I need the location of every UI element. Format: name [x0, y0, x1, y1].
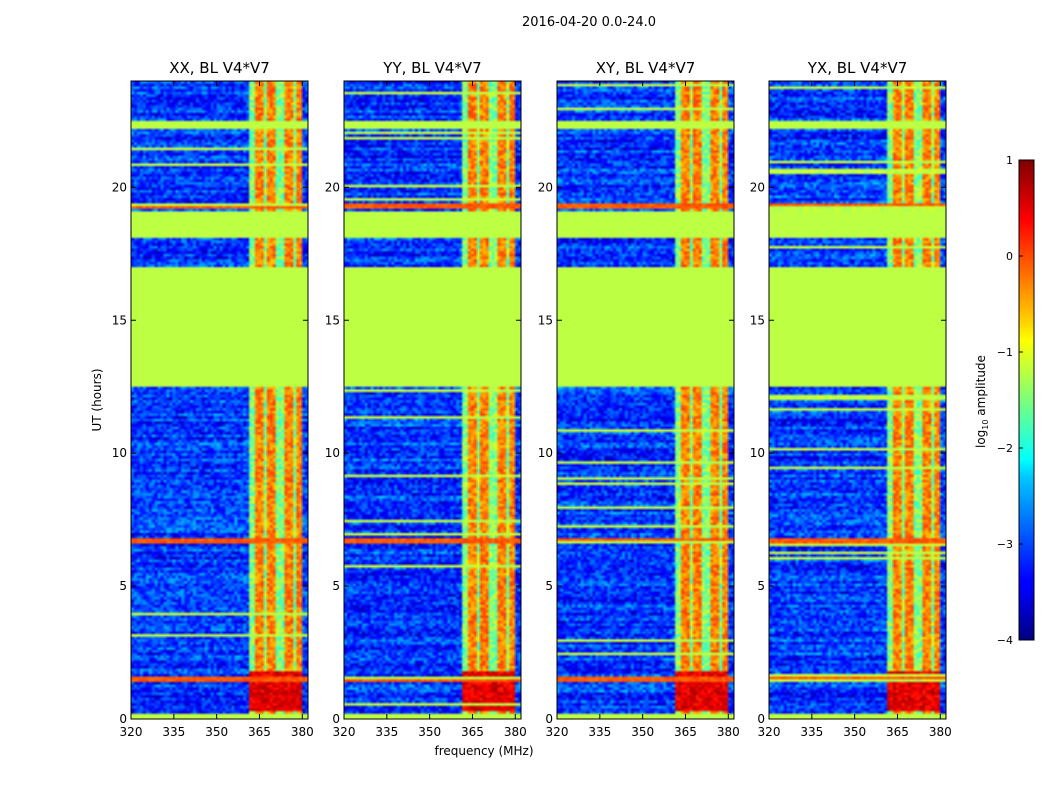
y-tick-label: 20 — [112, 180, 127, 194]
y-tick-label: 10 — [538, 446, 553, 460]
colorbar-ticks: 1 0 −1 −2 −3 −4 — [997, 154, 1023, 647]
colorbar-label-rest: amplitude — [974, 355, 988, 419]
heatmap-image — [131, 81, 308, 719]
x-tick-label: 320 — [758, 725, 781, 739]
colorbar: 10−1−2−3−4 log10 amplitude — [974, 154, 1035, 647]
colorbar-label-sub: 10 — [981, 420, 990, 430]
panel-1: XX, BL V4*V7 320 335 350 365 380 0 5 10 15 20 — [112, 59, 314, 739]
panel-title: YY, BL V4*V7 — [382, 59, 481, 77]
x-tick-label: 380 — [504, 725, 527, 739]
x-tick-label: 380 — [929, 725, 952, 739]
y-axis-label: UT (hours) — [90, 368, 104, 431]
x-tick-label: 320 — [546, 725, 569, 739]
panel-2: YY, BL V4*V7 320 335 350 365 380 0 5 10 15 20 — [325, 59, 527, 739]
x-tick-label: 365 — [674, 725, 697, 739]
x-tick-label: 350 — [418, 725, 441, 739]
y-tick-label: 15 — [538, 313, 553, 327]
y-tick-label: 20 — [325, 180, 340, 194]
colorbar-label: log10 amplitude — [974, 355, 990, 448]
y-tick-label: 15 — [112, 313, 127, 327]
y-tick-label: 20 — [538, 180, 553, 194]
heatmap-image — [769, 81, 946, 719]
x-tick-label: 380 — [717, 725, 740, 739]
x-tick-label: 365 — [248, 725, 271, 739]
x-tick-label: 335 — [375, 725, 398, 739]
y-tick-label: 10 — [750, 446, 765, 460]
x-tick-label: 320 — [120, 725, 143, 739]
y-tick-label: 0 — [332, 712, 340, 726]
y-tick-label: 0 — [757, 712, 765, 726]
x-axis-label: frequency (MHz) — [434, 744, 533, 758]
colorbar-gradient — [1018, 159, 1035, 641]
panel-4: YX, BL V4*V7 320 335 350 365 380 0 5 10 15 20 — [750, 59, 952, 739]
y-tick-label: 5 — [119, 579, 127, 593]
y-tick-label: 0 — [545, 712, 553, 726]
y-tick-label: 15 — [750, 313, 765, 327]
colorbar-tick-label: −2 — [997, 442, 1013, 455]
x-tick-label: 350 — [205, 725, 228, 739]
x-tick-label: 350 — [843, 725, 866, 739]
panel-title: XY, BL V4*V7 — [596, 59, 696, 77]
colorbar-tick-label: −3 — [997, 538, 1013, 551]
plot-frame — [130, 80, 309, 720]
colorbar-tick-label: 1 — [1006, 154, 1013, 167]
colorbar-label-main: log — [974, 430, 988, 448]
x-tick-label: 350 — [631, 725, 654, 739]
y-tick-label: 5 — [757, 579, 765, 593]
y-tick-label: 10 — [112, 446, 127, 460]
x-tick-label: 380 — [291, 725, 314, 739]
heatmap-image — [557, 81, 734, 719]
colorbar-tick-label: 0 — [1006, 250, 1013, 263]
panel-3: XY, BL V4*V7 320 335 350 365 380 0 5 10 15 20 — [538, 59, 740, 739]
x-tick-label: 335 — [800, 725, 823, 739]
y-tick-label: 0 — [119, 712, 127, 726]
plot-frame — [556, 80, 735, 720]
heatmap-image — [344, 81, 521, 719]
x-tick-label: 320 — [333, 725, 356, 739]
colorbar-tick-label: −4 — [997, 634, 1013, 647]
panel-title: YX, BL V4*V7 — [807, 59, 908, 77]
x-tick-label: 335 — [162, 725, 185, 739]
panel-title: XX, BL V4*V7 — [169, 59, 270, 77]
suptitle: 2016-04-20 0.0-24.0 — [522, 15, 656, 30]
colorbar-tick-label: −1 — [997, 346, 1013, 359]
plot-frame — [768, 80, 947, 720]
y-tick-label: 20 — [750, 180, 765, 194]
y-tick-label: 10 — [325, 446, 340, 460]
x-tick-label: 335 — [588, 725, 611, 739]
x-tick-label: 365 — [886, 725, 909, 739]
plot-frame — [343, 80, 522, 720]
y-tick-label: 5 — [545, 579, 553, 593]
x-tick-label: 365 — [461, 725, 484, 739]
y-tick-label: 15 — [325, 313, 340, 327]
y-tick-label: 5 — [332, 579, 340, 593]
